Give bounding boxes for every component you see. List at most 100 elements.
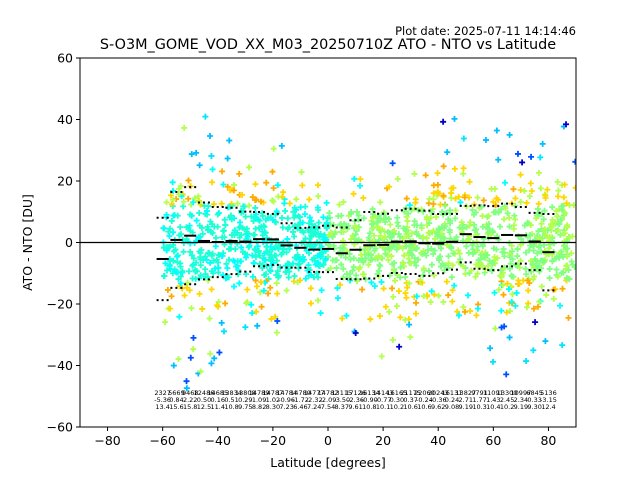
bin-count-label: 14787: [263, 389, 284, 397]
scatter-point: [238, 244, 245, 251]
bin-count-label: 6845: [526, 389, 543, 397]
scatter-point: [407, 260, 414, 267]
scatter-point: [495, 196, 502, 203]
scatter-point: [528, 187, 535, 194]
bin-std-label: 7.23: [279, 403, 293, 411]
scatter-point: [444, 149, 451, 156]
scatter-point: [375, 267, 382, 274]
scatter-point: [389, 285, 396, 292]
scatter-point: [564, 245, 571, 252]
scatter-point: [544, 186, 551, 193]
scatter-point: [279, 224, 286, 231]
scatter-point: [320, 261, 327, 268]
scatter-point: [190, 346, 197, 353]
scatter-point: [466, 178, 473, 185]
scatter-point: [565, 314, 572, 321]
scatter-point: [291, 214, 298, 221]
scatter-point: [560, 242, 567, 249]
scatter-point: [406, 321, 413, 328]
scatter-point: [189, 275, 196, 282]
scatter-point: [506, 308, 513, 315]
bin-std-label: 12.5: [197, 403, 211, 411]
scatter-point: [210, 257, 217, 264]
scatter-point: [177, 263, 184, 270]
scatter-point: [203, 256, 210, 263]
scatter-point: [249, 194, 256, 201]
y-axis-label: ATO - NTO [DU]: [20, 194, 35, 291]
scatter-point: [211, 223, 218, 230]
scatter-point: [219, 168, 226, 175]
scatter-point: [269, 168, 276, 175]
scatter-point: [448, 185, 455, 192]
scatter-point: [224, 265, 231, 272]
scatter-point: [506, 131, 513, 138]
scatter-point: [501, 216, 508, 223]
scatter-point: [517, 198, 524, 205]
bin-mean-label: 1.77: [472, 396, 486, 404]
scatter-point: [435, 255, 442, 262]
scatter-point: [396, 233, 403, 240]
scatter-point: [485, 212, 492, 219]
scatter-point: [307, 226, 314, 233]
scatter-point: [179, 268, 186, 275]
scatter-point: [327, 229, 334, 236]
scatter-point: [357, 176, 364, 183]
scatter-point: [554, 227, 561, 234]
bin-count-label: 14782: [318, 389, 339, 397]
scatter-point: [298, 240, 305, 247]
scatter-point: [403, 228, 410, 235]
scatter-point: [347, 270, 354, 277]
scatter-point: [273, 280, 280, 287]
scatter-point: [485, 262, 492, 269]
scatter-point: [229, 232, 236, 239]
scatter-point: [508, 298, 515, 305]
scatter-point: [452, 207, 459, 214]
scatter-point: [163, 247, 170, 254]
scatter-point: [253, 196, 260, 203]
scatter-point: [388, 253, 395, 260]
bin-mean-label: 0.84: [169, 396, 183, 404]
scatter-point: [472, 273, 479, 280]
scatter-point: [423, 235, 430, 242]
scatter-point: [510, 273, 517, 280]
scatter-point: [207, 259, 214, 266]
scatter-point: [448, 245, 455, 252]
scatter-point: [257, 289, 264, 296]
scatter-point: [430, 190, 437, 197]
scatter-point: [215, 251, 222, 258]
scatter-point: [493, 127, 500, 134]
scatter-point: [162, 260, 169, 267]
scatter-point: [263, 248, 270, 255]
y-tick-label: −20: [47, 297, 73, 312]
scatter-point: [428, 288, 435, 295]
x-tick-label: −60: [149, 433, 175, 448]
scatter-point: [440, 225, 447, 232]
scatter-point: [214, 211, 221, 218]
y-tick-label: 60: [57, 51, 73, 66]
bin-std-label: 10.3: [472, 403, 486, 411]
bin-count-label: 10997: [511, 389, 532, 397]
scatter-point: [523, 358, 530, 365]
scatter-point: [504, 280, 511, 287]
scatter-point: [193, 149, 200, 156]
scatter-point: [551, 240, 558, 247]
bin-mean-label: 2.22: [183, 396, 197, 404]
scatter-point: [175, 276, 182, 283]
x-tick-label: 80: [540, 433, 556, 448]
scatter-point: [274, 290, 281, 297]
scatter-point: [272, 313, 279, 320]
scatter-point: [405, 210, 412, 217]
scatter-point: [564, 238, 571, 245]
scatter-point: [280, 189, 287, 196]
bin-count-label: 13115: [331, 389, 352, 397]
scatter-point: [243, 225, 250, 232]
scatter-point: [193, 259, 200, 266]
scatter-point: [568, 250, 575, 257]
scatter-point: [317, 310, 324, 317]
bin-std-label: 9.61: [348, 403, 362, 411]
scatter-point: [166, 243, 173, 250]
scatter-point: [170, 196, 177, 203]
scatter-point: [494, 255, 501, 262]
scatter-point: [282, 208, 289, 215]
scatter-point: [519, 159, 526, 166]
